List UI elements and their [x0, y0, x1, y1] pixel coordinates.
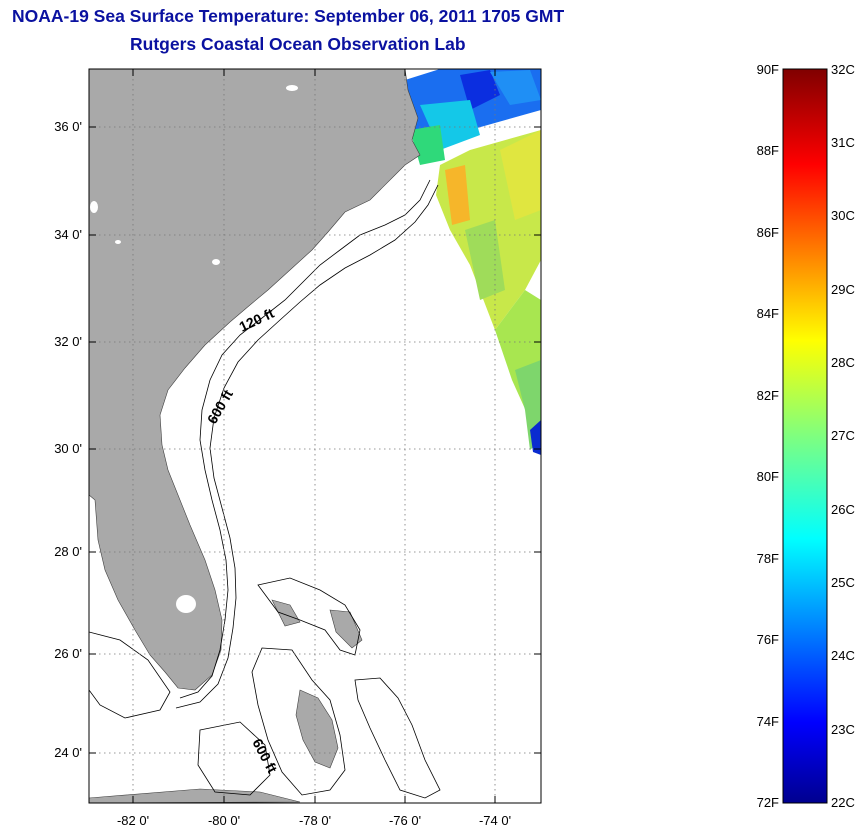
- bathymetry-contours: [89, 179, 441, 799]
- lat-tick-label: 36 0': [54, 119, 82, 134]
- colorbar-c-label: 22C: [831, 795, 855, 810]
- colorbar-c-label: 26C: [831, 502, 855, 517]
- map-subtitle: Rutgers Coastal Ocean Observation Lab: [130, 34, 466, 54]
- colorbar-f-label: 86F: [757, 225, 779, 240]
- colorbar-c-label: 31C: [831, 135, 855, 150]
- grid-lines: [89, 69, 541, 803]
- colorbar-f-label: 80F: [757, 469, 779, 484]
- colorbar-c-label: 24C: [831, 648, 855, 663]
- lon-tick-label: -74 0': [479, 813, 511, 828]
- colorbar-c-label: 23C: [831, 722, 855, 737]
- colorbar-c-label: 32C: [831, 62, 855, 77]
- lat-tick-label: 32 0': [54, 334, 82, 349]
- colorbar-c-label: 28C: [831, 355, 855, 370]
- map-title: NOAA-19 Sea Surface Temperature: Septemb…: [12, 6, 565, 26]
- lakes: [90, 85, 298, 613]
- lon-tick-label: -82 0': [117, 813, 149, 828]
- colorbar-c-label: 30C: [831, 208, 855, 223]
- colorbar-f-label: 78F: [757, 551, 779, 566]
- lon-tick-label: -80 0': [208, 813, 240, 828]
- colorbar-frame: [782, 68, 828, 804]
- lat-tick-label: 34 0': [54, 227, 82, 242]
- colorbar-f-label: 72F: [757, 795, 779, 810]
- colorbar-c-label: 27C: [831, 428, 855, 443]
- lon-tick-label: -78 0': [299, 813, 331, 828]
- colorbar-f-label: 90F: [757, 62, 779, 77]
- contour-600ft: [175, 184, 439, 709]
- lat-tick-label: 24 0': [54, 745, 82, 760]
- colorbar-c-label: 25C: [831, 575, 855, 590]
- colorbar-f-label: 88F: [757, 143, 779, 158]
- colorbar-f-label: 82F: [757, 388, 779, 403]
- lat-tick-label: 30 0': [54, 441, 82, 456]
- colorbar: [783, 69, 827, 803]
- colorbar-c-label: 29C: [831, 282, 855, 297]
- colorbar-f-label: 76F: [757, 632, 779, 647]
- colorbar-f-label: 74F: [757, 714, 779, 729]
- lat-tick-label: 26 0': [54, 646, 82, 661]
- land: [89, 69, 421, 803]
- axis-ticks: [89, 69, 541, 803]
- lat-tick-label: 28 0': [54, 544, 82, 559]
- lon-tick-label: -76 0': [389, 813, 421, 828]
- colorbar-f-label: 84F: [757, 306, 779, 321]
